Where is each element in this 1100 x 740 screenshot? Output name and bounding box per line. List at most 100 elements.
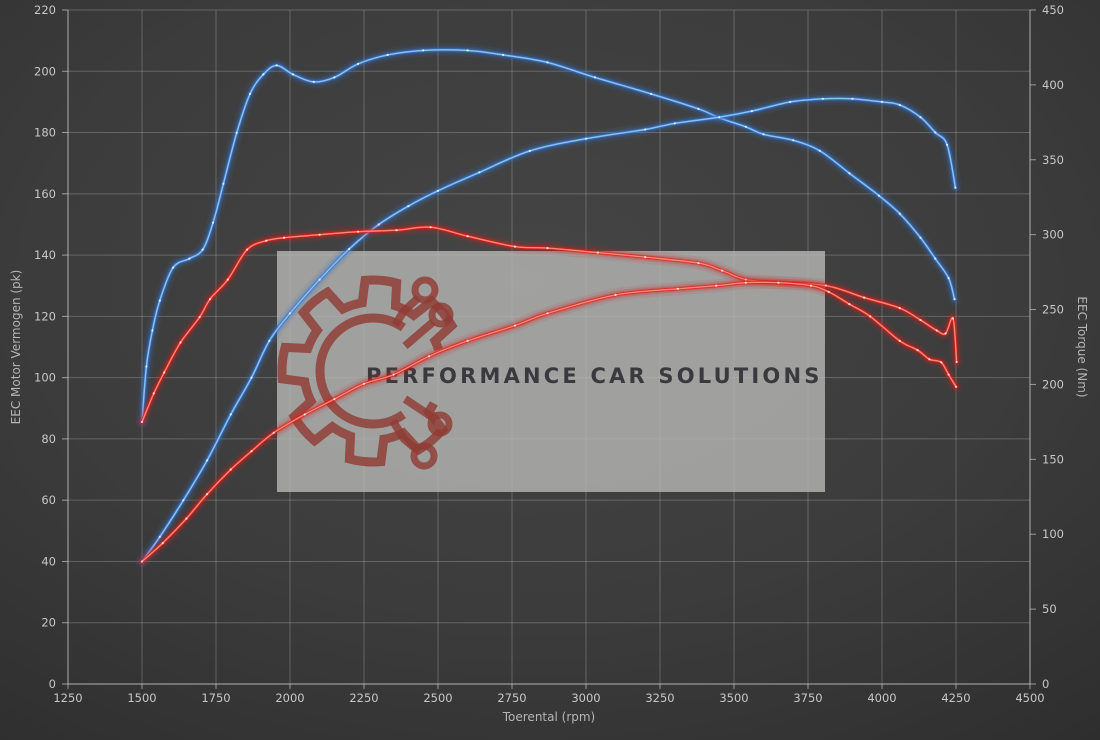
data-point-marker: [919, 236, 922, 239]
axes: [62, 9, 1036, 689]
data-point-marker: [158, 535, 161, 539]
data-point-marker: [466, 49, 469, 52]
data-point-marker: [928, 358, 931, 361]
data-point-marker: [422, 49, 425, 52]
data-point-marker: [428, 355, 431, 358]
tick-label: 60: [41, 493, 56, 507]
data-point-marker: [644, 256, 647, 259]
data-point-marker: [466, 235, 469, 238]
data-point-marker: [386, 53, 389, 57]
data-point-marker: [947, 277, 950, 280]
data-point-marker: [145, 365, 148, 368]
data-point-marker: [229, 413, 232, 416]
data-point-marker: [312, 80, 315, 83]
data-point-marker: [303, 413, 306, 416]
data-point-marker: [248, 92, 252, 95]
tick-label: 400: [1042, 78, 1064, 92]
data-point-marker: [744, 278, 747, 281]
gear-hole: [315, 313, 406, 429]
data-point-marker: [436, 189, 440, 192]
data-point-marker: [851, 97, 854, 100]
data-point-marker: [140, 560, 144, 563]
data-point-marker: [528, 149, 531, 152]
data-point-marker: [750, 110, 753, 113]
data-point-marker: [818, 149, 821, 152]
data-point-marker: [718, 116, 721, 119]
tick-label: 200: [1042, 377, 1064, 391]
data-point-marker: [954, 186, 957, 189]
data-point-marker: [502, 53, 505, 57]
data-point-marker: [265, 239, 268, 242]
data-point-marker: [676, 287, 679, 290]
circuit-node: [427, 411, 453, 437]
data-point-marker: [934, 131, 937, 134]
circuit-node: [410, 442, 438, 470]
circuit-trace: [391, 295, 421, 328]
data-point-marker: [947, 373, 950, 376]
data-point-marker: [546, 247, 549, 250]
tick-label: 160: [34, 187, 56, 201]
data-point-marker: [268, 339, 271, 342]
data-point-marker: [809, 284, 813, 287]
tick-label: 120: [34, 309, 56, 323]
series-red-torque: [135, 220, 964, 429]
data-point-marker: [250, 450, 253, 453]
tick-label: 450: [1042, 3, 1064, 17]
data-point-marker: [161, 542, 164, 545]
data-point-marker: [869, 315, 872, 318]
data-point-marker: [880, 100, 884, 103]
data-point-marker: [275, 64, 278, 67]
data-point-marker: [673, 122, 676, 125]
data-point-marker: [821, 97, 824, 100]
data-point-marker: [916, 349, 919, 352]
data-point-marker: [188, 257, 191, 260]
data-point-marker: [898, 339, 901, 342]
data-point-marker: [429, 226, 432, 229]
gear-circuit-icon: [277, 275, 458, 470]
data-point-marker: [407, 205, 410, 208]
tick-label: 0: [49, 677, 56, 691]
data-point-marker: [229, 468, 232, 471]
data-point-marker: [288, 312, 292, 315]
data-point-marker: [466, 339, 469, 342]
data-point-marker: [151, 329, 154, 332]
data-point-marker: [898, 307, 901, 310]
data-point-marker: [955, 360, 958, 364]
tick-label: 140: [34, 248, 56, 262]
data-point-marker: [246, 248, 249, 251]
data-point-marker: [848, 303, 851, 306]
data-point-marker: [827, 290, 830, 293]
data-point-marker: [201, 248, 204, 251]
tick-label: 2250: [349, 691, 378, 705]
data-point-marker: [919, 318, 922, 322]
data-point-marker: [898, 103, 901, 107]
series-blue-power: [135, 91, 962, 568]
circuit-node: [411, 276, 439, 304]
data-point-marker: [935, 329, 938, 332]
data-point-marker: [919, 116, 922, 119]
tick-label: 180: [34, 126, 56, 140]
data-point-marker: [593, 76, 597, 79]
data-point-marker: [546, 312, 549, 315]
data-point-marker: [650, 92, 653, 95]
data-point-marker: [179, 341, 182, 344]
data-point-marker: [513, 245, 517, 248]
tick-label: 4000: [867, 691, 896, 705]
data-point-marker: [697, 107, 700, 110]
data-point-marker: [333, 76, 336, 79]
tick-label: 3250: [645, 691, 674, 705]
tick-label: 2000: [275, 691, 304, 705]
data-point-marker: [140, 420, 144, 423]
data-point-marker: [250, 376, 253, 379]
data-point-marker: [951, 317, 955, 320]
data-point-marker: [283, 236, 286, 239]
series-blue-torque: [135, 43, 961, 429]
data-point-marker: [744, 125, 747, 128]
data-point-marker: [596, 251, 599, 254]
tick-label: 3000: [571, 691, 600, 705]
data-point-marker: [777, 281, 780, 284]
data-point-marker: [644, 128, 647, 131]
data-point-marker: [697, 262, 700, 265]
data-point-marker: [163, 371, 166, 374]
